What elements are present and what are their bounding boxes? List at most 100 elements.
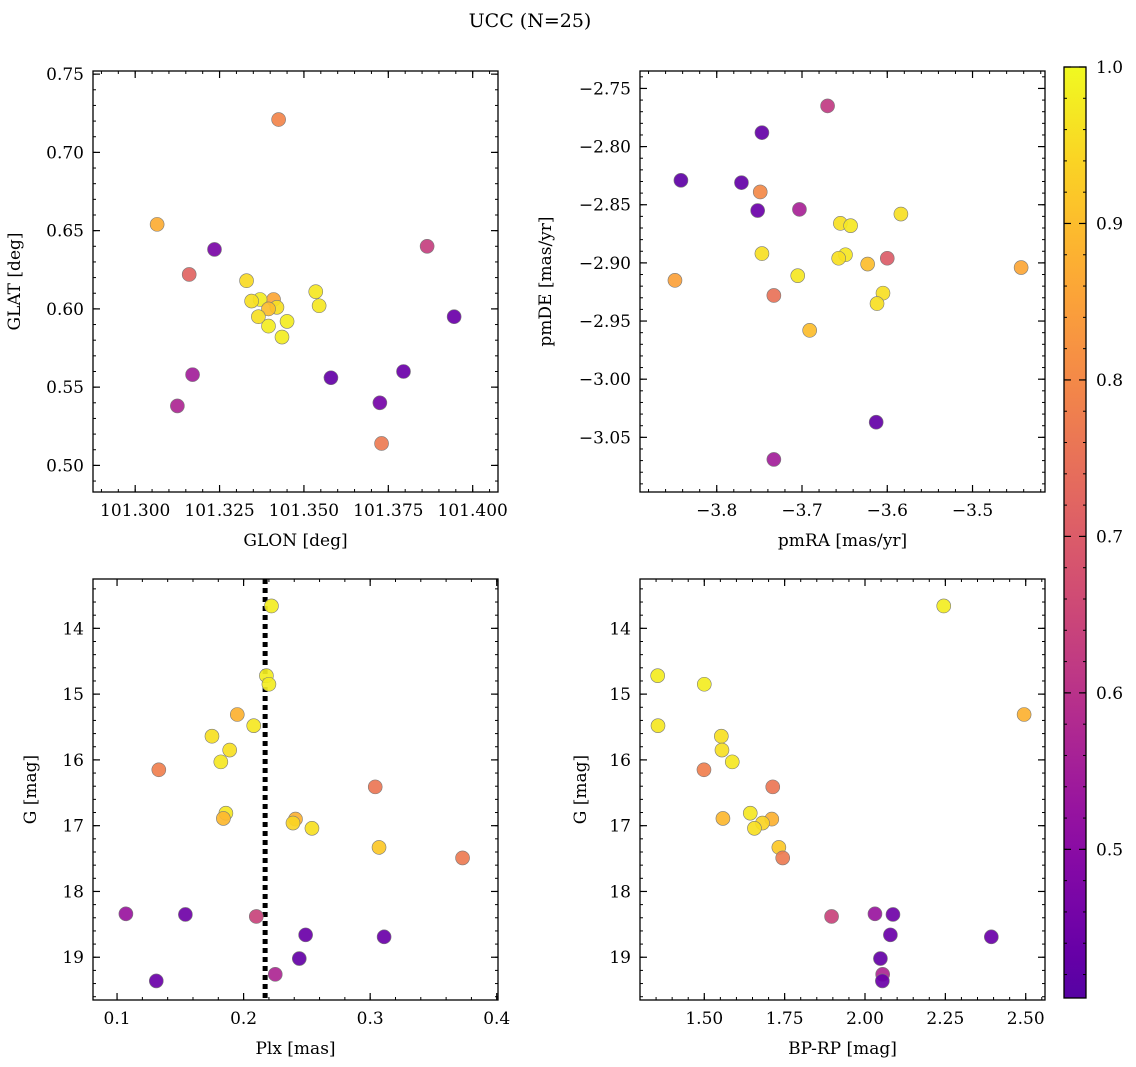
x-tick-label: −3.8 — [696, 501, 737, 521]
x-tick-label: 101.375 — [353, 501, 423, 521]
x-tick-label: 101.400 — [438, 501, 508, 521]
x-tick-label: 101.350 — [269, 501, 339, 521]
x-tick-label: −3.5 — [952, 501, 993, 521]
data-point — [775, 850, 791, 866]
colorbar-tick-label: 0.6 — [1096, 684, 1123, 704]
colorbar-tick-label: 0.7 — [1096, 527, 1123, 547]
y-tick-label: 17 — [62, 817, 84, 837]
data-point — [673, 173, 689, 188]
data-point — [831, 250, 846, 266]
data-point — [285, 815, 301, 831]
y-tick-label: −2.75 — [579, 79, 631, 99]
data-point — [667, 273, 683, 288]
data-point — [714, 742, 730, 758]
colorbar-gradient — [1063, 66, 1087, 999]
y-tick-label: 0.50 — [46, 456, 84, 476]
data-point — [984, 929, 999, 945]
data-point — [875, 973, 890, 989]
y-tick-label: 19 — [609, 948, 631, 968]
data-point — [251, 309, 266, 325]
y-tick-label: −3.00 — [579, 370, 631, 390]
data-point — [1013, 260, 1029, 275]
data-point — [802, 323, 817, 338]
data-point — [239, 273, 254, 289]
data-point — [149, 217, 165, 232]
data-point — [867, 906, 883, 922]
data-point — [372, 395, 388, 411]
x-tick-label: 0.3 — [357, 1009, 384, 1029]
x-tick-label: 1.75 — [766, 1009, 804, 1029]
colorbar-tick-label: 1.0 — [1096, 58, 1123, 78]
x-tick-label: −3.6 — [867, 501, 908, 521]
data-point — [267, 967, 283, 982]
figure-title: UCC (N=25) — [469, 10, 592, 32]
x-tick-label: −3.7 — [781, 501, 822, 521]
data-point — [248, 909, 264, 924]
axes-frame — [92, 578, 499, 1001]
data-point — [893, 206, 909, 222]
data-point — [790, 268, 806, 283]
data-point — [374, 436, 389, 451]
y-tick-label: 14 — [609, 619, 631, 639]
data-point — [936, 598, 952, 614]
data-point — [308, 284, 324, 299]
colorbar-tick-label: 0.5 — [1096, 840, 1123, 860]
data-point — [715, 811, 731, 826]
y-tick-label: −2.80 — [579, 138, 631, 158]
data-point — [207, 242, 222, 257]
data-point — [879, 250, 895, 266]
data-point — [216, 811, 231, 826]
data-point — [396, 364, 411, 379]
data-point — [178, 907, 193, 922]
data-point — [724, 754, 740, 770]
x-axis-label: BP-RP [mag] — [788, 1039, 897, 1059]
y-tick-label: 16 — [62, 751, 84, 771]
data-point — [885, 907, 901, 922]
data-point — [244, 293, 259, 309]
y-tick-label: 17 — [609, 817, 631, 837]
data-point — [274, 329, 290, 345]
x-tick-label: 0.4 — [483, 1009, 510, 1029]
y-axis-label: pmDE [mas/yr] — [536, 216, 556, 346]
data-point — [824, 909, 839, 924]
y-axis-label: GLAT [deg] — [5, 232, 25, 330]
panels: 101.300 101.325 101.350 101.375 101.400 0.50 0… — [5, 65, 1046, 1059]
data-point — [222, 742, 237, 758]
y-tick-label: 15 — [62, 685, 84, 705]
panel-2: −3.8 −3.7 −3.6 −3.5 −3.05 −3.00 −2.95 −2.90 −2.8… — [536, 70, 1046, 551]
x-axis-label: Plx [mas] — [255, 1039, 335, 1059]
data-point — [455, 850, 470, 866]
y-tick-label: −3.05 — [579, 428, 631, 448]
data-point — [714, 728, 729, 744]
x-tick-label: 101.300 — [100, 501, 170, 521]
y-tick-label: 14 — [62, 619, 84, 639]
data-point — [873, 951, 888, 966]
data-point — [213, 754, 229, 770]
data-point — [883, 927, 898, 943]
data-point — [151, 762, 167, 778]
data-point — [261, 301, 276, 317]
data-point — [291, 951, 307, 966]
axes-frame — [639, 578, 1046, 1001]
x-tick-label: 2.50 — [1007, 1009, 1045, 1029]
data-point — [869, 296, 885, 311]
data-point — [371, 840, 387, 855]
data-point — [820, 98, 835, 114]
data-point — [148, 973, 164, 989]
data-point — [750, 203, 765, 218]
y-tick-label: −2.85 — [579, 196, 631, 216]
data-point — [185, 367, 200, 382]
data-point — [792, 202, 807, 217]
x-tick-label: 0.1 — [104, 1009, 131, 1029]
x-tick-label: 101.325 — [184, 501, 254, 521]
y-axis-label: G [mag] — [21, 755, 41, 824]
x-axis-label: pmRA [mas/yr] — [778, 531, 907, 551]
x-tick-label: 1.50 — [685, 1009, 723, 1029]
panel-1: 101.300 101.325 101.350 101.375 101.400 0.50 0… — [5, 65, 508, 551]
data-point — [311, 298, 327, 314]
data-point — [323, 370, 339, 386]
data-point — [246, 718, 262, 733]
x-tick-label: 0.2 — [230, 1009, 257, 1029]
y-tick-label: 0.65 — [46, 222, 84, 242]
